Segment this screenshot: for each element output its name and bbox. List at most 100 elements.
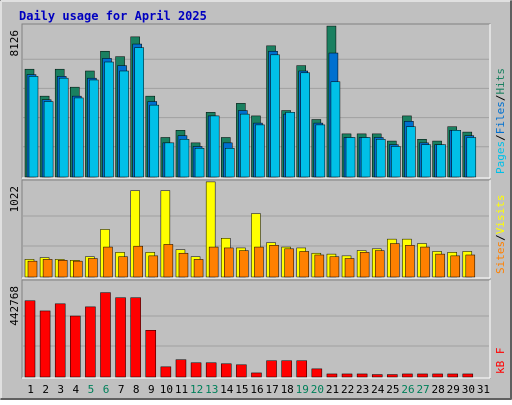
x-tick-label: 11 [175, 383, 188, 396]
bar-pages-day-7 [119, 70, 129, 178]
bar-sites-day-9 [148, 255, 159, 278]
bar-sites-day-14 [224, 247, 234, 278]
x-tick-label: 22 [341, 383, 354, 396]
y-axis-max-label: 1022 [8, 186, 21, 213]
legend-entry: Sites [494, 241, 507, 274]
bar-pages-day-17 [270, 54, 280, 178]
bar-pages-day-14 [225, 148, 235, 178]
panel-visits-sites: 1022 Sites/Visits [8, 179, 507, 279]
bar-sites-day-29 [450, 255, 460, 278]
bar-kbytes-day-30 [462, 373, 474, 378]
legend-entry: Pages [494, 141, 507, 174]
bar-pages-day-19 [300, 72, 310, 178]
bar-kbytes-day-1 [24, 300, 36, 378]
x-tick-label: 30 [462, 383, 475, 396]
bar-kbytes-day-18 [281, 360, 292, 378]
bar-sites-day-25 [390, 243, 400, 278]
panel-frame [21, 279, 491, 379]
bar-kbytes-day-7 [115, 297, 126, 378]
bar-pages-day-3 [58, 77, 69, 178]
x-tick-label: 24 [371, 383, 385, 396]
bar-sites-day-30 [465, 254, 476, 278]
chart-panels: 8126Pages/Files/Hits1022Sites/Visits4427… [8, 23, 507, 379]
x-tick-label: 13 [205, 383, 218, 396]
x-tick-label: 15 [235, 383, 248, 396]
legend-entry: Hits [494, 68, 507, 95]
bar-kbytes-day-14 [221, 363, 232, 378]
x-axis-labels: 1 2 3 4 5 6 7 8 9 10 11 12 13 14 15 16 17 18 19 20 21 22 23 24 2… [27, 383, 490, 396]
x-tick-label: 31 [477, 383, 490, 396]
y-axis-max-label: 8126 [8, 30, 21, 57]
bar-kbytes-day-4 [70, 315, 81, 378]
x-tick-label: 27 [416, 383, 429, 396]
bar-pages-day-23 [360, 137, 371, 178]
bar-pages-day-5 [89, 79, 99, 178]
x-tick-label: 9 [148, 383, 155, 396]
legend-entry: / [494, 134, 507, 141]
y-axis-max-label: 442768 [8, 286, 21, 326]
bar-kbytes-day-27 [417, 373, 428, 378]
bar-sites-day-17 [269, 245, 279, 278]
bar-pages-day-6 [104, 61, 114, 178]
bar-pages-day-24 [375, 139, 386, 178]
bar-pages-day-10 [164, 142, 175, 178]
x-tick-label: 6 [103, 383, 110, 396]
x-tick-label: 25 [386, 383, 399, 396]
x-tick-label: 20 [311, 383, 324, 396]
bar-pages-day-27 [421, 144, 431, 178]
bar-kbytes-day-6 [100, 292, 111, 378]
bar-sites-day-19 [299, 251, 309, 278]
bar-kbytes-day-23 [356, 373, 368, 378]
x-tick-label: 21 [326, 383, 339, 396]
bar-kbytes-day-13 [205, 362, 217, 378]
bar-pages-day-11 [179, 139, 190, 178]
x-tick-label: 18 [281, 383, 294, 396]
x-tick-label: 16 [250, 383, 263, 396]
legend-entry: / [494, 95, 507, 102]
panel-legend: kB F [494, 348, 507, 375]
bar-pages-day-18 [285, 112, 295, 178]
bar-sites-day-10 [163, 244, 174, 278]
legend-entry: / [494, 234, 507, 241]
x-tick-label: 26 [401, 383, 414, 396]
bar-kbytes-day-20 [311, 368, 323, 378]
bar-sites-day-11 [178, 252, 189, 278]
bar-pages-day-12 [194, 148, 205, 178]
bar-sites-day-13 [208, 246, 219, 278]
bar-kbytes-day-21 [326, 373, 338, 378]
bar-kbytes-day-17 [266, 360, 277, 378]
bar-pages-day-21 [330, 81, 341, 178]
bar-kbytes-day-5 [85, 306, 96, 378]
bar-kbytes-day-15 [236, 364, 247, 378]
bar-kbytes-day-8 [130, 297, 141, 378]
bar-kbytes-day-22 [341, 373, 353, 378]
bar-sites-day-6 [103, 246, 113, 278]
x-tick-label: 2 [42, 383, 49, 396]
bar-pages-day-2 [43, 101, 54, 178]
x-tick-label: 10 [160, 383, 173, 396]
bar-sites-day-8 [133, 245, 143, 278]
bar-sites-day-28 [435, 253, 445, 278]
bar-pages-day-13 [209, 115, 220, 178]
x-tick-label: 3 [57, 383, 64, 396]
bar-sites-day-20 [314, 254, 325, 278]
bar-sites-day-18 [284, 248, 294, 278]
panel-legend: Sites/Visits [494, 195, 507, 275]
x-tick-label: 7 [118, 383, 125, 396]
bar-sites-day-1 [27, 260, 38, 278]
bar-sites-day-26 [405, 245, 415, 278]
bar-sites-day-23 [359, 252, 370, 278]
bar-pages-day-8 [134, 47, 144, 178]
chart-title: Daily usage for April 2025 [19, 9, 207, 23]
bar-sites-day-22 [344, 258, 355, 278]
bar-kbytes-day-26 [402, 373, 413, 378]
bar-kbytes-day-3 [54, 303, 66, 378]
bar-pages-day-26 [406, 126, 416, 178]
bar-sites-day-16 [254, 246, 264, 278]
bar-pages-day-28 [436, 144, 446, 178]
x-tick-label: 29 [447, 383, 460, 396]
bar-sites-day-4 [73, 260, 83, 278]
x-tick-label: 5 [88, 383, 95, 396]
bar-kbytes-day-29 [447, 373, 458, 378]
